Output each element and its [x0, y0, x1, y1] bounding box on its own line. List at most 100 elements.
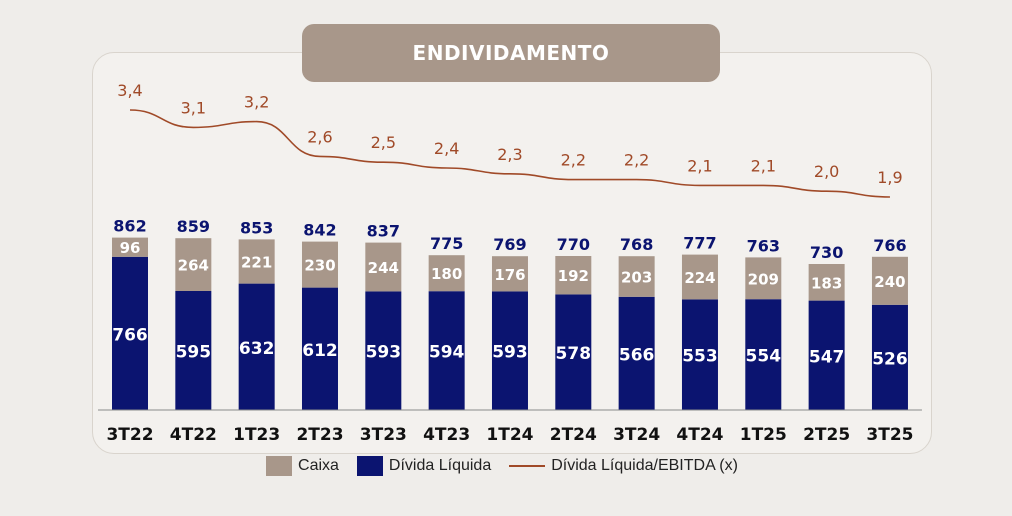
data-label-divida-4T22: 595 [176, 343, 212, 363]
bar-divida-3T24 [618, 296, 655, 410]
bar-divida-4T24 [681, 299, 718, 410]
legend-swatch-divida [356, 456, 383, 476]
line-label-3T25: 1,9 [877, 168, 902, 187]
line-label-4T23: 2,4 [434, 139, 459, 158]
total-label-3T24: 768 [620, 235, 653, 254]
data-label-caixa-4T22: 264 [178, 257, 209, 275]
legend-item-divida: Dívida Líquida [356, 456, 492, 476]
data-label-caixa-3T22: 96 [120, 239, 141, 257]
bar-divida-1T23 [238, 283, 275, 410]
x-tick-3T24: 3T24 [613, 425, 660, 445]
bar-caixa-1T23 [238, 239, 275, 284]
bar-divida-2T23 [301, 287, 338, 410]
bar-caixa-3T22 [112, 237, 148, 257]
bar-divida-2T24 [555, 294, 592, 410]
bar-divida-3T23 [365, 291, 402, 410]
data-label-caixa-2T24: 192 [558, 267, 589, 285]
x-tick-2T23: 2T23 [296, 425, 343, 445]
x-tick-4T22: 4T22 [170, 425, 217, 445]
line-label-4T24: 2,1 [687, 156, 712, 175]
legend-item-ratio: Dívida Líquida/EBITDA (x) [509, 457, 738, 475]
total-label-4T22: 859 [177, 217, 210, 236]
x-tick-3T25: 3T25 [866, 425, 913, 445]
legend: Caixa Dívida Líquida Dívida Líquida/EBIT… [0, 452, 1012, 480]
data-label-caixa-1T24: 176 [494, 266, 525, 284]
line-label-2T23: 2,6 [307, 127, 332, 146]
legend-swatch-ratio [509, 465, 546, 467]
bar-caixa-1T25 [745, 257, 782, 300]
data-label-caixa-2T25: 183 [811, 274, 842, 292]
bar-caixa-4T24 [681, 254, 718, 300]
x-tick-3T22: 3T22 [106, 425, 153, 445]
total-label-3T23: 837 [367, 222, 400, 241]
total-label-1T25: 763 [747, 236, 780, 255]
bar-divida-2T25 [808, 300, 845, 410]
bar-divida-1T25 [745, 299, 782, 410]
legend-label-caixa: Caixa [298, 457, 339, 474]
bar-divida-1T24 [491, 291, 528, 410]
bar-divida-4T23 [428, 291, 465, 410]
data-label-caixa-3T24: 203 [621, 269, 652, 287]
data-label-divida-4T24: 553 [682, 347, 718, 367]
data-label-divida-4T23: 594 [429, 343, 465, 363]
total-label-2T25: 730 [810, 243, 843, 262]
x-tick-1T25: 1T25 [740, 425, 787, 445]
line-label-2T25: 2,0 [814, 162, 839, 181]
bar-caixa-3T24 [618, 256, 655, 297]
line-label-2T24: 2,2 [561, 151, 586, 170]
bar-caixa-2T23 [301, 241, 338, 288]
x-tick-2T25: 2T25 [803, 425, 850, 445]
data-label-caixa-4T24: 224 [684, 269, 715, 287]
data-label-caixa-3T25: 240 [874, 273, 905, 291]
line-label-4T22: 3,1 [181, 98, 206, 117]
total-label-2T24: 770 [557, 235, 590, 254]
bar-divida-3T22 [112, 256, 148, 410]
total-label-4T23: 775 [430, 234, 463, 253]
line-label-3T24: 2,2 [624, 151, 649, 170]
data-label-divida-2T24: 578 [556, 344, 592, 364]
bar-caixa-2T24 [555, 256, 592, 295]
data-label-divida-1T23: 632 [239, 339, 275, 359]
total-label-2T23: 842 [303, 221, 336, 240]
data-label-divida-3T22: 766 [112, 325, 148, 345]
bar-caixa-4T22 [175, 238, 212, 291]
bar-divida-4T22 [175, 291, 212, 410]
bar-caixa-4T23 [428, 255, 465, 292]
legend-swatch-caixa [266, 456, 293, 476]
x-tick-4T24: 4T24 [676, 425, 723, 445]
line-label-3T22: 3,4 [117, 81, 142, 100]
data-label-divida-2T25: 547 [809, 347, 845, 367]
data-label-divida-3T25: 526 [872, 349, 908, 369]
bar-caixa-2T25 [808, 264, 845, 301]
bar-caixa-3T23 [365, 242, 402, 292]
data-label-divida-3T24: 566 [619, 345, 655, 365]
line-label-1T25: 2,1 [751, 156, 776, 175]
line-label-1T23: 3,2 [244, 93, 269, 112]
total-label-3T22: 862 [113, 217, 146, 236]
bar-caixa-3T25 [871, 256, 908, 305]
line-label-1T24: 2,3 [497, 145, 522, 164]
total-label-1T24: 769 [493, 235, 526, 254]
chart-title: ENDIVIDAMENTO [412, 41, 610, 65]
x-tick-3T23: 3T23 [360, 425, 407, 445]
data-label-caixa-4T23: 180 [431, 265, 462, 283]
data-label-divida-1T24: 593 [492, 343, 528, 363]
data-label-caixa-1T23: 221 [241, 254, 272, 272]
legend-label-ratio: Dívida Líquida/EBITDA (x) [551, 457, 738, 474]
legend-label-divida: Dívida Líquida [388, 457, 492, 474]
total-label-3T25: 766 [873, 236, 906, 255]
legend-item-caixa: Caixa [266, 456, 339, 476]
x-tick-4T23: 4T23 [423, 425, 470, 445]
total-label-1T23: 853 [240, 218, 273, 237]
line-label-3T23: 2,5 [371, 133, 396, 152]
total-label-4T24: 777 [683, 234, 716, 253]
series-line-divida-ebitda [129, 109, 890, 198]
bar-divida-3T25 [871, 304, 908, 410]
data-label-divida-1T25: 554 [746, 347, 782, 367]
data-label-caixa-3T23: 244 [368, 259, 399, 277]
data-label-caixa-2T23: 230 [304, 257, 335, 275]
bar-caixa-1T24 [491, 256, 528, 292]
data-label-divida-3T23: 593 [366, 343, 402, 363]
title-banner: ENDIVIDAMENTO [302, 24, 720, 82]
